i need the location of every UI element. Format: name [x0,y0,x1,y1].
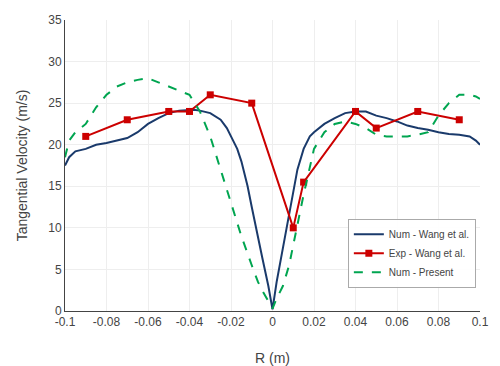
svg-text:-0.02: -0.02 [217,315,245,329]
svg-text:-0.08: -0.08 [93,315,121,329]
svg-text:0.02: 0.02 [302,315,326,329]
svg-text:0.04: 0.04 [344,315,368,329]
svg-text:Num - Wang et al.: Num - Wang et al. [389,229,469,240]
svg-text:10: 10 [48,221,62,235]
svg-text:0.06: 0.06 [385,315,409,329]
svg-text:0.1: 0.1 [472,315,489,329]
svg-text:-0.04: -0.04 [176,315,204,329]
svg-text:30: 30 [48,55,62,69]
svg-text:-0.06: -0.06 [134,315,162,329]
svg-text:20: 20 [48,138,62,152]
svg-text:15: 15 [48,179,62,193]
svg-text:0.08: 0.08 [427,315,451,329]
svg-text:Num - Present: Num - Present [389,267,454,278]
svg-text:Exp - Wang et al.: Exp - Wang et al. [389,248,465,259]
svg-text:35: 35 [48,13,62,27]
svg-text:0: 0 [55,304,62,318]
svg-text:5: 5 [55,263,62,277]
svg-text:25: 25 [48,96,62,110]
svg-text:R (m): R (m) [255,350,290,366]
svg-text:0: 0 [269,315,276,329]
svg-text:Tangential Velocity (m/s): Tangential Velocity (m/s) [14,90,30,242]
svg-text:-0.1: -0.1 [55,315,76,329]
